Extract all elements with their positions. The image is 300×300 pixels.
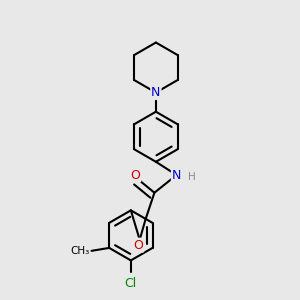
Text: O: O xyxy=(130,169,140,182)
Text: O: O xyxy=(133,238,143,252)
Text: H: H xyxy=(188,172,195,182)
Text: N: N xyxy=(172,169,181,182)
Text: Cl: Cl xyxy=(125,278,137,290)
Text: CH₃: CH₃ xyxy=(71,246,90,256)
Text: N: N xyxy=(151,86,160,99)
